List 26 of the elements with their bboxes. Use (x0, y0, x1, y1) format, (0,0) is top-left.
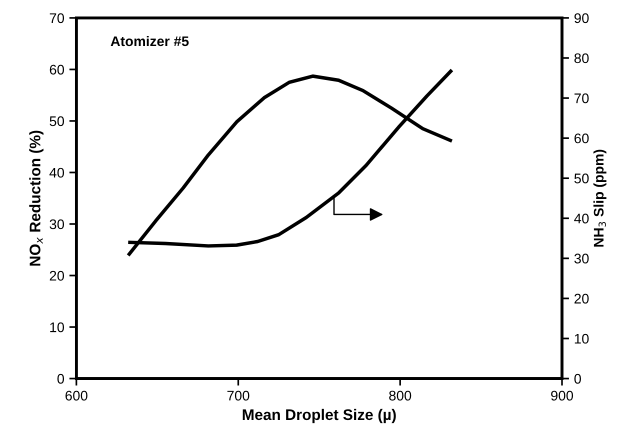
y2-tick-label: 0 (574, 374, 581, 384)
y-tick-label: 50 (50, 116, 64, 126)
y2-tick-label: 30 (574, 254, 589, 264)
y-tick-label: 30 (50, 219, 64, 230)
y2-tick-label: 10 (574, 334, 589, 344)
y-tick-label: 20 (50, 270, 64, 281)
x-tick-label: 900 (551, 390, 574, 401)
y2-axis-title: NH$_{3}$ Slip (ppm) (593, 150, 606, 247)
x-tick-label: 800 (389, 390, 412, 401)
y2-tick-label: 50 (574, 174, 589, 184)
y-tick-label: 40 (49, 168, 64, 178)
y-tick-label: 60 (50, 64, 64, 75)
x-tick-label: 600 (66, 390, 88, 401)
y2-tick-label: 80 (574, 53, 589, 64)
x-axis-title: Mean Droplet Size (µ) (242, 408, 396, 424)
y-axis-title: NO$_{x}$ Reduction (%) (29, 130, 44, 266)
y2-tick-label: 70 (574, 93, 589, 104)
y-tick-label: 70 (50, 13, 64, 24)
y2-tick-label: 60 (574, 133, 589, 144)
y2-tick-label: 90 (574, 13, 589, 24)
y-tick-label: 0 (57, 374, 64, 384)
x-tick-label: 700 (227, 390, 250, 401)
y2-tick-label: 20 (574, 294, 589, 304)
annotation: Atomizer #5 (110, 36, 189, 46)
y2-tick-label: 40 (574, 214, 589, 224)
y-tick-label: 10 (50, 322, 64, 332)
